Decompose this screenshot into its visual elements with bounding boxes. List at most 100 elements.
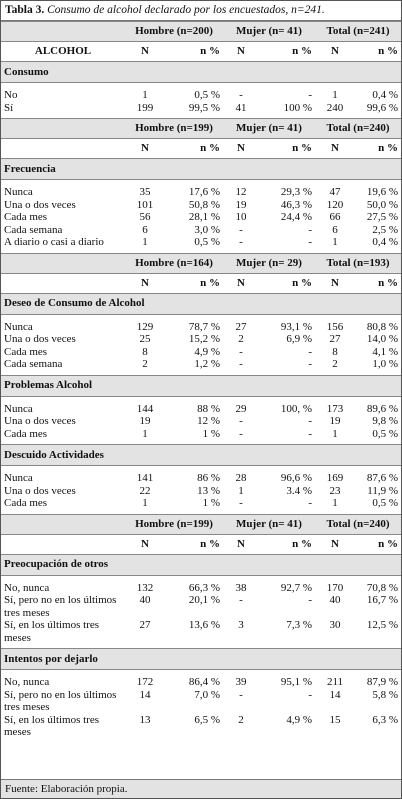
cell: 1 [332,427,338,440]
cell: 23 [329,484,341,497]
data-row: Sí, en los últimos tres meses 27 13,6 % 3 7,… [1,619,401,649]
cell: 19 [235,198,247,211]
cell: 0,4 % [372,236,399,248]
cell: 41 [235,101,247,114]
row-label: Sí, en los últimos tres meses [4,619,100,644]
cell: 169 [326,472,344,484]
column-header: n % [355,138,402,159]
group-header: Hombre (n=199) [125,118,223,139]
cell: 28 [235,472,247,484]
row-header: ALCOHOL [1,41,125,62]
data-row: Una o dos veces 25 15,2 % 2 6,9 % 27 14,0 % [1,333,401,346]
data-row: Nunca 35 17,6 % 12 29,3 % 47 19,6 % [1,180,401,199]
cell: 12 % [197,415,220,427]
data-row: Cada semana 6 3,0 % - - 6 2,5 % [1,224,401,237]
cell: 38 [235,581,247,594]
cell: 95,1 % [280,676,313,688]
row-label: No, nunca [4,676,50,688]
cell: 2 [332,358,338,370]
empty-cell [1,21,125,42]
column-header: N [125,138,165,159]
cell: 1 [142,497,148,509]
cell: 172 [136,676,154,688]
group-header: Hombre (n=200) [125,21,223,42]
data-row: Una o dos veces 101 50,8 % 19 46,3 % 120 50,0 … [1,199,401,212]
group-header-row: Hombre (n=199) Mujer (n= 41) Total (n=240) [1,118,402,139]
column-header: n % [259,41,316,62]
column-header: N [315,41,356,62]
empty-cell [1,252,125,273]
row-label: Sí [4,101,14,114]
empty-cell [1,118,125,139]
cell: - [308,358,313,370]
section-row: Descuido Actividades [1,444,402,466]
group-header: Total (n=193) [315,252,402,273]
cell: - [239,358,243,370]
cell: 1 [332,236,338,248]
data-row: Cada mes 1 1 % - - 1 0,5 % [1,497,401,514]
cell: 88 % [197,402,220,415]
cell: 199 [136,101,154,114]
row-label: Nunca [4,472,33,484]
cell: 3,0 % [194,223,220,236]
cell: 9,8 % [372,415,399,427]
cell: 46,3 % [280,198,313,211]
column-header: n % [165,272,223,293]
section-title: Preocupación de otros [1,553,402,576]
column-header: N [223,533,259,554]
source-note: Fuente: Elaboración propia. [1,779,401,798]
group-header: Total (n=240) [315,118,402,139]
data-row: A diario o casi a diario 1 0,5 % - - 1 0,4 % [1,236,401,253]
row-label: Cada mes [4,211,48,223]
column-header: N [223,138,259,159]
cell: 8 [142,345,148,358]
cell: 14,0 % [366,333,399,345]
data-row: No, nunca 172 86,4 % 39 95,1 % 211 87,9 % [1,670,401,689]
cell: 2,5 % [372,223,399,236]
data-row: Sí, en los últimos tres meses 13 6,5 % 2 4,9… [1,714,401,743]
cell: 132 [136,581,154,594]
cell: 141 [136,472,154,484]
cell: - [308,415,313,427]
empty-cell [1,272,125,293]
data-row: Cada mes 8 4,9 % - - 8 4,1 % [1,346,401,359]
cell: 100 % [283,101,313,114]
section-title: Descuido Actividades [1,444,402,466]
cell: 6,5 % [194,713,220,726]
section-title: Consumo [1,61,402,83]
cell: 0,5 % [372,497,399,509]
section-row: Preocupación de otros [1,553,402,576]
cell: 1,2 % [194,358,220,370]
cell: - [239,236,243,248]
empty-cell [1,513,125,534]
cell: 19 [139,415,151,427]
cell: 29,3 % [280,186,313,198]
cell: 1 [142,89,148,101]
cell: - [308,345,313,358]
cell: 56 [139,211,151,223]
cell: 87,9 % [366,676,399,688]
cell: - [239,594,243,606]
cell: 7,0 % [194,688,220,701]
cell: 7,3 % [286,619,313,631]
section-row: Intentos por dejarlo [1,648,402,670]
column-header: N [125,533,165,554]
column-header: N [223,272,259,293]
column-header: n % [165,138,223,159]
cell: 211 [326,676,344,688]
cell: 129 [136,320,154,333]
cell: 120 [326,198,344,211]
row-label: Nunca [4,320,33,333]
cell: 27 [329,333,341,345]
cell: - [308,427,313,440]
column-header: n % [259,138,316,159]
cell: 87,6 % [366,472,399,484]
group-header: Mujer (n= 29) [223,252,316,273]
cell: 78,7 % [188,320,220,333]
row-label: Una o dos veces [4,198,76,211]
row-label: No, nunca [4,581,50,594]
cell: 4,9 % [286,713,313,726]
